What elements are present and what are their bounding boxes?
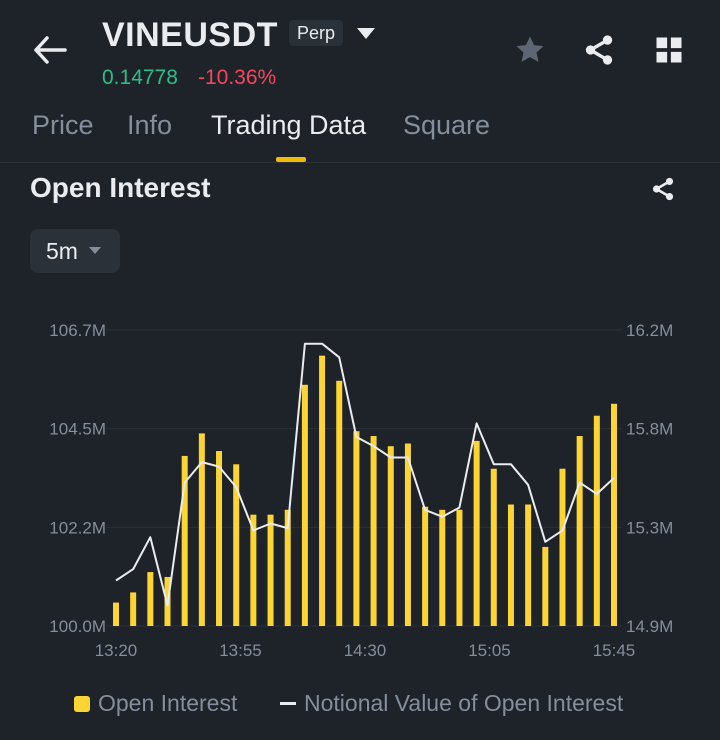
active-tab-indicator (276, 157, 306, 162)
open-interest-bar (542, 546, 549, 626)
open-interest-bar (559, 468, 566, 626)
y-axis-right-tick-label: 14.9M (626, 617, 673, 636)
open-interest-bar (439, 509, 446, 626)
open-interest-bar (473, 440, 480, 626)
y-axis-right-tick-label: 15.8M (626, 420, 673, 439)
open-interest-bar (490, 468, 497, 626)
open-interest-bar (319, 355, 326, 626)
legend-notional-value: Notional Value of Open Interest (280, 690, 623, 717)
legend-bar-swatch (74, 695, 90, 712)
y-axis-right-tick-label: 16.2M (626, 321, 673, 340)
open-interest-bar (284, 509, 291, 626)
open-interest-bar (250, 514, 257, 626)
open-interest-bar (113, 602, 119, 626)
share-icon[interactable] (581, 30, 617, 70)
open-interest-bar (611, 403, 617, 626)
open-interest-bar (198, 433, 205, 626)
y-axis-left-tick-label: 104.5M (49, 420, 106, 439)
symbol-title[interactable]: VINEUSDT (102, 16, 278, 54)
tab-trading-data[interactable]: Trading Data (211, 110, 367, 140)
interval-selector[interactable]: 5m (30, 229, 120, 273)
price-change: -10.36% (198, 66, 277, 89)
open-interest-bar (387, 446, 394, 626)
open-interest-bar (404, 443, 411, 626)
y-axis-left-tick-label: 102.2M (49, 518, 106, 537)
open-interest-bar (147, 572, 154, 626)
x-axis-tick-label: 15:45 (593, 641, 636, 660)
open-interest-chart: 100.0M 102.2M 104.5M 106.7M 14.9M 15.3M 15.8M 1… (49, 321, 673, 660)
header-bar: VINEUSDT Perp 0.14778 -10.36% (0, 0, 720, 100)
section-title: Open Interest (30, 172, 211, 203)
x-axis-tick-label: 13:20 (95, 641, 138, 660)
open-interest-bar (507, 504, 514, 626)
share-icon[interactable] (646, 172, 680, 206)
x-axis-tick-label: 13:55 (219, 641, 262, 660)
open-interest-bar (422, 506, 429, 626)
open-interest-bar (370, 436, 377, 626)
star-icon[interactable] (512, 30, 548, 70)
open-interest-bar (353, 431, 360, 626)
tab-price[interactable]: Price (32, 110, 94, 140)
legend-open-interest: Open Interest (74, 690, 237, 717)
tab-bar: Price Info Trading Data Square (0, 104, 720, 162)
chart-legend: Open Interest Notional Value of Open Int… (0, 690, 720, 724)
open-interest-bar (456, 509, 463, 626)
y-axis-left-tick-label: 106.7M (49, 321, 106, 340)
interval-label: 5m (46, 237, 78, 264)
open-interest-bar (216, 451, 223, 626)
open-interest-bar (301, 384, 308, 626)
legend-label-notional-value: Notional Value of Open Interest (304, 690, 624, 716)
open-interest-bar (593, 415, 600, 626)
legend-line-swatch (280, 702, 296, 705)
notional-value-line (115, 342, 615, 607)
open-interest-bar (576, 436, 583, 626)
y-axis-left-tick-label: 100.0M (49, 617, 106, 636)
open-interest-bar (267, 514, 274, 626)
grid-icon[interactable] (651, 30, 687, 70)
x-axis-tick-label: 14:30 (344, 641, 387, 660)
caret-down-icon[interactable] (354, 24, 378, 44)
x-axis-tick-label: 15:05 (468, 641, 511, 660)
open-interest-bar (336, 380, 343, 626)
open-interest-bar (181, 455, 188, 626)
tab-divider (0, 162, 720, 163)
last-price: 0.14778 (102, 66, 178, 89)
tab-square[interactable]: Square (403, 110, 491, 140)
open-interest-bar (525, 504, 532, 626)
perp-badge: Perp (289, 20, 344, 46)
tab-info[interactable]: Info (127, 110, 173, 140)
legend-label-open-interest: Open Interest (98, 690, 238, 716)
back-arrow-icon[interactable] (28, 30, 72, 70)
y-axis-right-tick-label: 15.3M (626, 518, 673, 537)
caret-down-icon (88, 247, 101, 254)
open-interest-bar (233, 464, 240, 626)
open-interest-bar (130, 592, 137, 626)
